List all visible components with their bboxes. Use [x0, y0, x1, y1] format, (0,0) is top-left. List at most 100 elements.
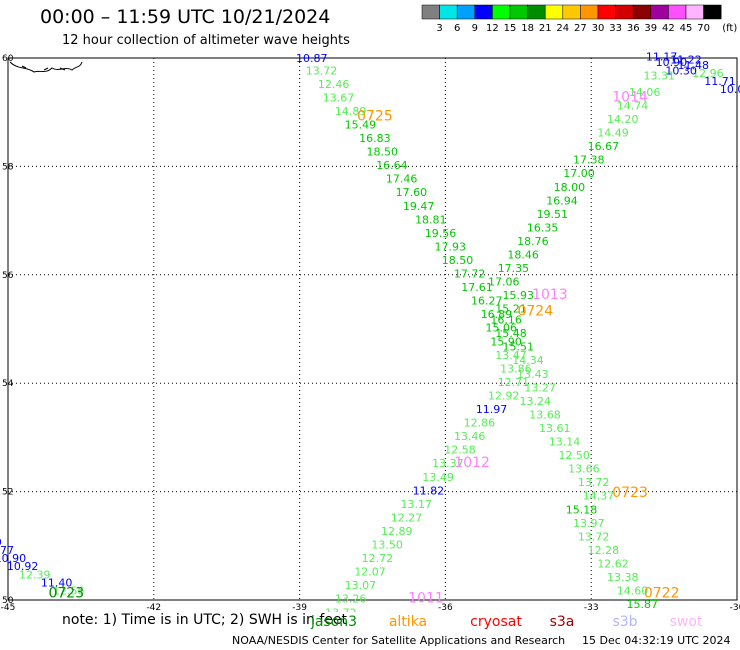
- wave-height-value: 13.61: [539, 422, 571, 435]
- wave-height-value: 13.46: [454, 430, 486, 443]
- wave-height-value: 11.82: [413, 484, 445, 497]
- chart-title: 00:00 – 11:59 UTC 10/21/2024: [40, 6, 331, 28]
- wave-height-value: 15.06: [486, 322, 518, 335]
- wave-height-value: 13.72: [578, 530, 610, 543]
- wave-height-value: 13.97: [573, 517, 605, 530]
- x-tick-label: -39: [292, 603, 307, 612]
- wave-height-value: 16.83: [359, 132, 391, 145]
- wave-height-value: 16.94: [546, 194, 578, 207]
- wave-height-value: 13.86: [500, 362, 532, 375]
- wave-height-value: 15.51: [503, 341, 535, 354]
- wave-height-value: 13.26: [335, 593, 367, 606]
- wave-height-value: 12.50: [558, 449, 590, 462]
- wave-height-value: 10.30: [665, 64, 697, 77]
- colorbar-tick-label: 42: [662, 23, 675, 34]
- footer-note: note: 1) Time is in UTC; 2) SWH is in fe…: [62, 612, 348, 628]
- wave-height-value: 13.66: [568, 463, 600, 476]
- wave-height-value: 10.90: [0, 552, 26, 565]
- wave-height-value: 12.39: [19, 568, 51, 581]
- pass-time-label: 0723: [612, 485, 648, 501]
- wave-height-value: 13.37: [432, 457, 464, 470]
- y-tick-label: 50: [2, 596, 14, 606]
- colorbar-tick-label: 27: [574, 23, 587, 34]
- wave-height-value: 13.49: [422, 471, 454, 484]
- wave-height-value: 12.86: [464, 417, 496, 430]
- wave-height-value: 15.21: [495, 303, 527, 316]
- wave-height-value: 14.06: [629, 86, 661, 99]
- wave-height-value: 13.72: [325, 606, 357, 612]
- wave-height-value: 18.81: [415, 213, 447, 226]
- colorbar-tick-label: 36: [627, 23, 640, 34]
- wave-height-value: 15.93: [503, 289, 535, 302]
- wave-height-value: 13.17: [400, 498, 432, 511]
- wave-height-value: 13.14: [549, 436, 581, 449]
- colorbar-tick-label: 15: [504, 23, 517, 34]
- colorbar-tick-label: 3: [436, 23, 442, 34]
- chart-subtitle: 12 hour collection of altimeter wave hei…: [62, 33, 350, 48]
- satellite-label-cryosat: cryosat: [470, 614, 522, 630]
- wave-height-value: 14.34: [512, 354, 544, 367]
- y-tick-label: 54: [2, 379, 14, 389]
- wave-height-value: 12.56: [53, 585, 85, 598]
- wave-height-value: 17.00: [563, 167, 595, 180]
- wave-height-value: 17.72: [454, 268, 486, 281]
- colorbar-tick-label: 9: [472, 23, 478, 34]
- wave-height-value: 16.27: [471, 295, 503, 308]
- wave-height-value: 18.50: [442, 254, 474, 267]
- pass-time-label: 0725: [357, 108, 393, 124]
- colorbar-tick-label: 70: [697, 23, 710, 34]
- y-tick-label: 56: [2, 271, 14, 281]
- y-tick-label: 52: [2, 488, 13, 498]
- wave-height-value: 16.64: [376, 159, 408, 172]
- wave-height-value: 11.40: [41, 576, 73, 589]
- wave-height-value: 18.50: [366, 146, 398, 159]
- wave-height-value: 13.27: [524, 381, 556, 394]
- wave-height-value: 15.90: [490, 335, 522, 348]
- wave-height-value: 12.72: [362, 552, 394, 565]
- wave-height-value: 17.60: [396, 186, 428, 199]
- colorbar-tick-label: 12: [486, 23, 499, 34]
- wave-height-value: 13.24: [520, 395, 552, 408]
- pass-time-label: 1011: [408, 591, 444, 607]
- wave-height-value: 19.51: [537, 208, 569, 221]
- colorbar-tick-label: 33: [609, 23, 622, 34]
- colorbar-tick-label: 39: [644, 23, 657, 34]
- wave-height-value: 14.60: [617, 585, 649, 598]
- wave-height-value: 13.67: [323, 91, 355, 104]
- wave-height-value: 17.38: [573, 154, 605, 167]
- pass-time-label: 1014: [612, 89, 648, 105]
- wave-height-value: 12.71: [498, 376, 530, 389]
- wave-height-value: 12.89: [381, 525, 413, 538]
- pass-time-label: 0723: [48, 585, 84, 601]
- colorbar-tick-label: 21: [539, 23, 552, 34]
- colorbar-tick-label: 45: [680, 23, 693, 34]
- y-tick-label: 60: [2, 54, 14, 64]
- wave-height-value: 18.46: [507, 249, 539, 262]
- colorbar-tick-label: 6: [454, 23, 460, 34]
- wave-height-value: 13.47: [495, 349, 527, 362]
- wave-height-value: 14.89: [335, 105, 367, 118]
- wave-height-value: 11.71: [704, 75, 736, 88]
- wave-height-value: 13.50: [371, 539, 403, 552]
- wave-height-value: 17.46: [386, 173, 418, 186]
- satellite-label-s3a: s3a: [550, 614, 575, 630]
- wave-height-value: 12.46: [318, 78, 350, 91]
- wave-height-value: 15.87: [626, 598, 658, 611]
- pass-time-label: 0722: [644, 585, 680, 601]
- colorbar-unit: (ft): [722, 23, 737, 34]
- footer-timestamp: 15 Dec 04:32:19 UTC 2024: [582, 634, 731, 647]
- wave-height-value: 13.07: [345, 579, 377, 592]
- colorbar-tick-label: 18: [521, 23, 534, 34]
- satellite-label-altika: altika: [389, 614, 427, 630]
- colorbar-tick-label: 24: [556, 23, 569, 34]
- wave-height-value: 11.48: [678, 59, 710, 72]
- wave-height-value: 18.00: [554, 181, 586, 194]
- wave-height-value: 10.92: [7, 560, 39, 573]
- wave-height-value: 10.87: [296, 52, 328, 65]
- y-tick-label: 58: [2, 162, 14, 172]
- colorbar-swatch: [703, 4, 722, 20]
- x-tick-label: -30: [730, 603, 740, 612]
- wave-height-map: -45 -42 -39 -36 -33 -30 50 52 54 56 58 60 11.2911.77…: [0, 51, 740, 612]
- wave-height-value: 17.61: [461, 281, 493, 294]
- wave-height-value: 19.56: [425, 227, 457, 240]
